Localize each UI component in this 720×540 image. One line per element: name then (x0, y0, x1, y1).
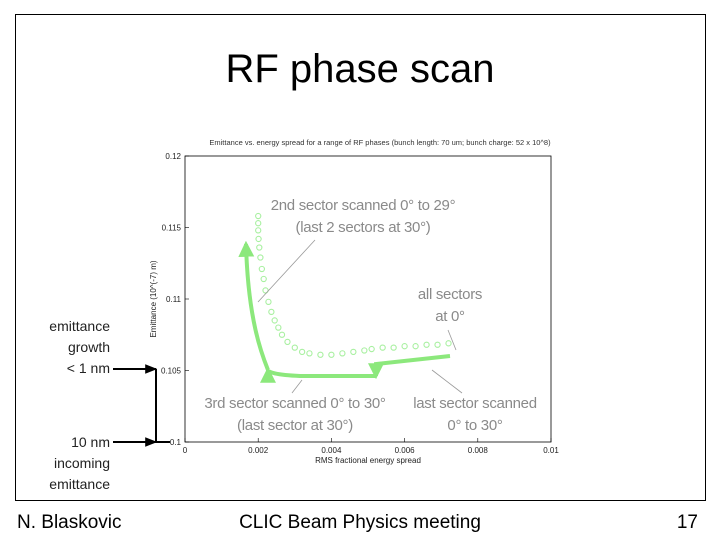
y-tick-label: 0.12 (165, 152, 181, 161)
data-point-series-2 (306, 350, 313, 357)
data-point-series-1 (257, 254, 264, 261)
data-point-series-2 (284, 338, 291, 346)
x-tick-label: 0.002 (248, 446, 269, 455)
data-point-series-2 (291, 344, 298, 351)
annotation-2nd-sector-line1: 2nd sector scanned 0° to 29° (270, 197, 456, 214)
x-tick-label: 0.01 (543, 446, 559, 455)
data-point-series-1 (255, 227, 262, 234)
y-tick-label: 0.115 (162, 224, 182, 233)
y-tick-label: 0.105 (161, 367, 182, 376)
leader-3rd-sector (291, 379, 303, 394)
data-point-series-3 (401, 343, 408, 350)
footer-page-number: 17 (676, 512, 698, 533)
x-tick-label: 0 (183, 446, 188, 455)
data-point-series-1 (255, 212, 262, 220)
data-point-series-1 (258, 265, 266, 273)
data-point-series-2 (278, 331, 286, 338)
data-point-series-1 (275, 324, 282, 331)
data-point-series-2 (298, 348, 306, 356)
footer-meeting: CLIC Beam Physics meeting (239, 512, 481, 533)
data-point-series-2 (317, 351, 324, 358)
leader-2nd-sector (257, 239, 316, 303)
data-point-series-1 (255, 235, 262, 243)
x-tick-label: 0.008 (468, 446, 489, 455)
annotation-3rd-sector-line2: (last sector at 30°) (237, 417, 353, 434)
data-point-series-1 (271, 317, 278, 324)
incoming-line2: incoming (53, 455, 110, 471)
plot-area (184, 155, 552, 443)
incoming-line1: 10 nm (71, 434, 110, 450)
x-tick-label: 0.004 (321, 446, 342, 455)
data-point-series-3 (434, 341, 441, 348)
y-tick-label: 0.1 (170, 438, 182, 447)
data-point-series-2 (328, 351, 335, 358)
data-point-series-3 (423, 341, 430, 348)
data-point-series-1 (255, 220, 262, 227)
data-point-series-1 (260, 275, 267, 283)
arrow-2nd-sector (238, 240, 270, 371)
incoming-emittance-label: 10 nm incoming emittance (20, 432, 110, 495)
emittance-growth-label: emittance growth < 1 nm (20, 316, 110, 379)
slide-frame (15, 14, 706, 501)
data-point-series-3 (445, 340, 452, 347)
data-point-series-3 (390, 344, 397, 351)
x-tick-label: 0.006 (395, 446, 416, 455)
emittance-growth-line2: growth (67, 339, 110, 355)
annotation-all-sectors-line1: all sectors (417, 286, 483, 303)
incoming-line3: emittance (49, 476, 110, 492)
y-tick-label: 0.11 (166, 295, 182, 304)
x-axis-label: RMS fractional energy spread (315, 456, 421, 465)
arrow-last-sector (368, 354, 451, 380)
data-point-series-3 (379, 344, 386, 351)
data-point-series-1 (265, 298, 272, 306)
data-point-series-3 (412, 343, 419, 350)
data-point-series-2 (339, 350, 346, 357)
data-point-series-1 (268, 308, 275, 316)
annotation-last-sector-line2: 0° to 30° (447, 417, 503, 434)
y-axis-label: Emittance (10^(-7) m) (149, 260, 158, 337)
data-point-series-2 (361, 347, 368, 354)
annotation-2nd-sector-line2: (last 2 sectors at 30°) (295, 219, 431, 236)
annotation-last-sector: last sector scanned 0° to 30° (400, 393, 550, 437)
annotation-3rd-sector: 3rd sector scanned 0° to 30° (last secto… (190, 393, 400, 437)
data-point-series-1 (256, 244, 263, 251)
emittance-growth-line3: < 1 nm (66, 360, 110, 376)
data-point-series-2 (350, 348, 357, 356)
annotation-all-sectors: all sectors at 0° (400, 284, 500, 328)
annotation-2nd-sector: 2nd sector scanned 0° to 29° (last 2 sec… (263, 195, 463, 239)
leader-last-sector (431, 369, 463, 394)
plot-title: Emittance vs. energy spread for a range … (209, 138, 551, 147)
annotation-last-sector-line1: last sector scanned (413, 395, 537, 412)
leader-all-sectors (447, 329, 457, 351)
data-point-series-3 (368, 345, 375, 353)
footer-author: N. Blaskovic (17, 512, 122, 533)
slide-title: RF phase scan (225, 47, 495, 91)
annotation-all-sectors-line2: at 0° (435, 308, 465, 325)
arrow-3rd-sector (260, 366, 376, 383)
emittance-growth-line1: emittance (49, 318, 110, 334)
annotation-3rd-sector-line1: 3rd sector scanned 0° to 30° (204, 395, 386, 412)
